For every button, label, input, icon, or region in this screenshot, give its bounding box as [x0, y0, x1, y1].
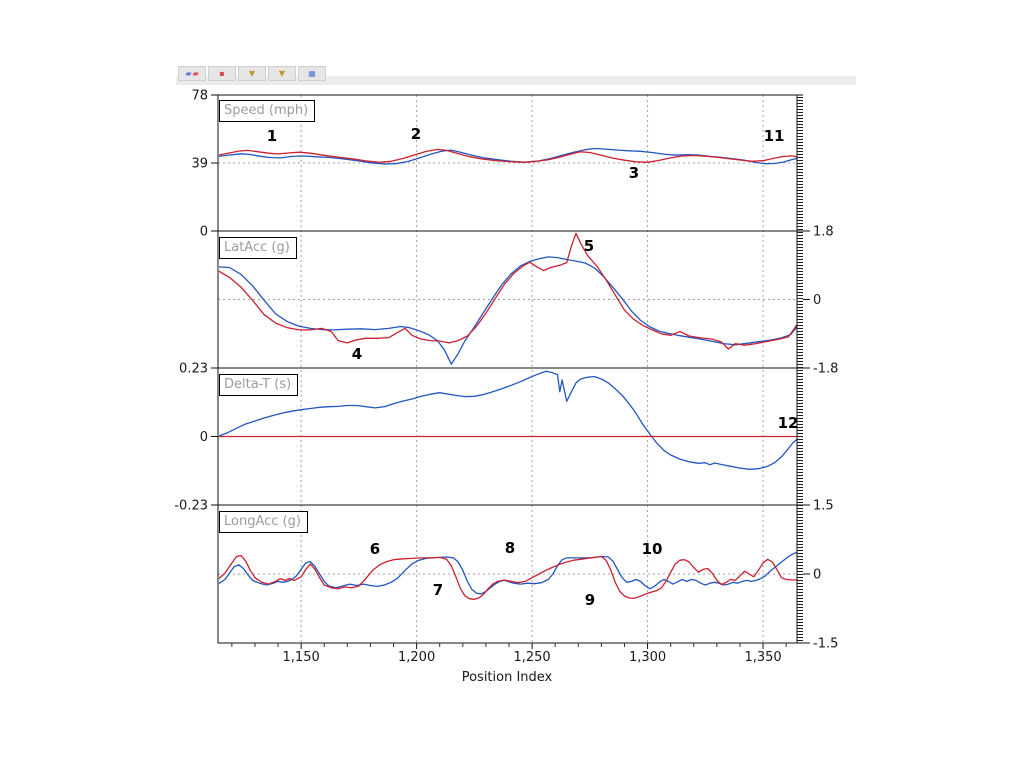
- x-axis-title: Position Index: [462, 670, 553, 685]
- blue-lap-longacc-trace: [219, 551, 797, 595]
- axis-tick-label: 1,150: [283, 650, 320, 665]
- gold-tool-icon: ▼: [278, 68, 286, 78]
- toolbar-button-2[interactable]: ▪: [208, 66, 236, 81]
- annotation-8: 8: [504, 539, 516, 557]
- blue-lap-latacc-trace: [219, 256, 797, 365]
- annotation-4: 4: [351, 345, 363, 363]
- annotation-5: 5: [583, 237, 595, 255]
- annotation-1: 1: [266, 127, 278, 145]
- annotation-6: 6: [369, 540, 381, 558]
- annotation-7: 7: [432, 581, 444, 599]
- toolbar: [176, 76, 856, 85]
- axis-tick-label: 0.23: [179, 362, 208, 377]
- annotation-3: 3: [628, 164, 640, 182]
- axis-tick-label: 1,350: [744, 650, 781, 665]
- axis-tick-label: 39: [191, 157, 208, 172]
- blue-grid-icon: ▦: [308, 68, 316, 78]
- toolbar-button-5[interactable]: ▦: [298, 66, 326, 81]
- panel-title-delta-t: Delta-T (s): [219, 374, 299, 396]
- axis-tick-label: -1.8: [813, 362, 838, 377]
- annotation-11: 11: [763, 127, 785, 145]
- axis-tick-label: 1,250: [513, 650, 550, 665]
- panel-title-speed: Speed (mph): [219, 100, 316, 122]
- axis-tick-label: -0.23: [174, 499, 208, 514]
- red-lap-longacc-trace: [219, 554, 797, 600]
- toolbar-button-4[interactable]: ▼: [268, 66, 296, 81]
- axis-tick-label: 1,200: [398, 650, 435, 665]
- annotation-10: 10: [641, 540, 663, 558]
- axis-tick-label: -1.5: [813, 637, 838, 652]
- annotation-2: 2: [410, 125, 422, 143]
- red-dot-icon: ▪: [219, 68, 225, 78]
- annotation-9: 9: [584, 591, 596, 609]
- axis-tick-label: 0: [813, 293, 821, 308]
- axis-tick-label: 1.5: [813, 499, 834, 514]
- panel-title-longacc: LongAcc (g): [219, 511, 308, 533]
- toolbar-button-1[interactable]: ▰ ▰: [178, 66, 206, 81]
- red-lap-latacc-trace: [219, 232, 797, 350]
- gold-tool-icon: ▼: [248, 68, 256, 78]
- axis-tick-label: 1,300: [629, 650, 666, 665]
- red-lap-speed-trace: [219, 148, 797, 163]
- panel-title-latacc: LatAcc (g): [219, 237, 297, 259]
- axis-tick-label: 1.8: [813, 225, 834, 240]
- toolbar-button-3[interactable]: ▼: [238, 66, 266, 81]
- delta-t-trace: [219, 370, 797, 470]
- axis-tick-label: 0: [200, 430, 208, 445]
- axis-tick-label: 0: [200, 225, 208, 240]
- annotation-12: 12: [777, 414, 799, 432]
- blue-marker-icon: ▰: [185, 68, 192, 78]
- axis-tick-label: 78: [191, 89, 208, 104]
- red-marker-icon: ▰: [192, 68, 199, 78]
- axis-tick-label: 0: [813, 568, 821, 583]
